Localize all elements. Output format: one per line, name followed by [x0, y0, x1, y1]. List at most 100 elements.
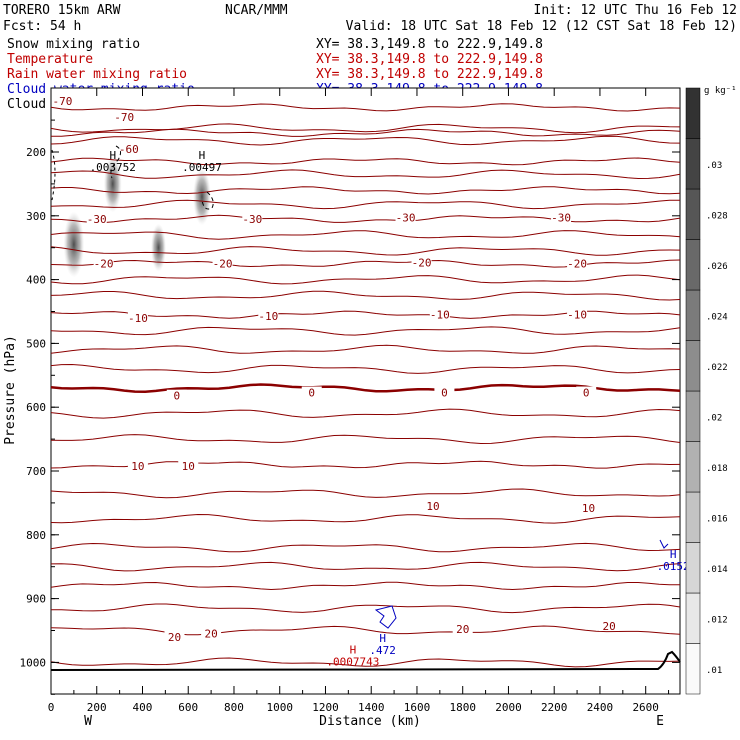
ground-line	[50, 650, 681, 671]
isotherm-label-bg	[258, 309, 279, 321]
y-tick-label: 300	[26, 210, 46, 223]
isotherm-label: 0	[308, 387, 315, 400]
valid-time: Valid: 18 UTC Sat 18 Feb 12 (12 CST Sat …	[346, 19, 737, 34]
isotherm-line	[50, 625, 681, 636]
colorbar-label: .024	[706, 312, 728, 322]
isotherm-line	[50, 186, 681, 195]
colorbar-label: .018	[706, 464, 728, 474]
y-tick-label: 500	[26, 337, 46, 350]
cloud-water-contour	[374, 605, 397, 629]
isotherm-line	[50, 199, 681, 210]
isotherm-label: -30	[87, 213, 107, 226]
x-tick-label: 2000	[495, 701, 522, 714]
isotherm-label: 0	[441, 387, 448, 400]
forecast-hour: 54 h	[50, 19, 81, 34]
isotherm-label: -60	[119, 143, 139, 156]
isotherm-label-bg	[118, 142, 139, 154]
x-tick-label: 400	[133, 701, 153, 714]
colorbar-label: .028	[706, 211, 728, 221]
field-legend-xy: XY= 38.3,149.8 to 222.9,149.8	[316, 67, 543, 82]
colorbar-label: .012	[706, 615, 728, 625]
isotherm-label: -70	[114, 111, 134, 124]
y-axis-title: Pressure (hPa)	[3, 335, 18, 445]
y-tick-label: 700	[26, 465, 46, 478]
isotherm-line	[50, 169, 681, 180]
colorbar-bin	[685, 188, 701, 240]
x-tick-label: 2200	[541, 701, 568, 714]
isotherm-line	[50, 135, 681, 146]
isotherm-label: 0	[583, 387, 590, 400]
isotherm-line	[50, 434, 681, 445]
isotherm-label-bg	[52, 94, 73, 106]
isotherm-label: -30	[396, 212, 416, 225]
isotherm-label-bg	[551, 211, 572, 223]
isotherm-label: -10	[567, 309, 587, 322]
isotherm-label: 20	[204, 628, 217, 641]
isotherm-label: -20	[567, 258, 587, 271]
maximum-value: .0007743	[326, 656, 379, 669]
colorbar-bin	[685, 643, 701, 695]
isotherm-label: -30	[551, 212, 571, 225]
isotherm-label: 20	[456, 623, 469, 636]
colorbar-unit: g kg⁻¹	[704, 86, 737, 96]
x-tick-label: 1400	[358, 701, 385, 714]
y-tick-label: 200	[26, 146, 46, 159]
colorbar-bin	[685, 491, 701, 543]
field-legend-label: Rain water mixing ratio	[7, 67, 187, 82]
isotherm-line	[50, 488, 681, 499]
isotherm-line	[50, 581, 681, 591]
maximum-marker: H	[199, 149, 206, 162]
colorbar-bin	[685, 87, 701, 139]
isotherm-label-bg	[166, 389, 187, 401]
snow-shading-blob	[63, 211, 85, 278]
isotherm-label-bg	[434, 386, 455, 398]
isotherm-label: 20	[602, 620, 615, 633]
model-name: TORERO 15km ARW	[3, 3, 121, 18]
colorbar-label: .01	[706, 666, 722, 676]
maximum-value: .003752	[90, 161, 136, 174]
colorbar-bin	[685, 239, 701, 291]
isotherm-label: 10	[582, 502, 595, 515]
isotherm-line	[50, 214, 681, 224]
isotherm-label: -30	[242, 213, 262, 226]
colorbar-label: .022	[706, 363, 728, 373]
isotherm-label: -10	[430, 309, 450, 322]
isotherm-label-bg	[93, 257, 114, 269]
x-tick-label: 600	[178, 701, 198, 714]
maximum-marker: H	[350, 644, 357, 657]
isotherm-label-bg	[452, 623, 473, 635]
isotherm-line	[50, 603, 681, 614]
center-name: NCAR/MMM	[225, 3, 288, 18]
x-tick-label: 1800	[449, 701, 476, 714]
isotherm-label-bg	[578, 502, 599, 514]
isotherm-label-bg	[178, 459, 199, 471]
east-end-label: E	[656, 714, 664, 729]
colorbar-bin	[685, 138, 701, 190]
maximum-marker: H	[379, 632, 386, 645]
x-axis-title: Distance (km)	[319, 714, 421, 729]
isotherm-label: -10	[258, 310, 278, 323]
field-legend-label: Temperature	[7, 52, 93, 67]
isotherm-label-bg	[164, 630, 185, 642]
isotherm-label-bg	[114, 110, 135, 122]
colorbar-label: .02	[706, 413, 722, 423]
isotherm-label: 10	[131, 460, 144, 473]
isotherm-label-bg	[395, 211, 416, 223]
x-tick-label: 0	[48, 701, 55, 714]
isotherm-label-bg	[212, 257, 233, 269]
forecast-label: Fcst:	[3, 19, 42, 34]
isotherm-line	[50, 383, 681, 393]
y-tick-label: 1000	[20, 656, 47, 669]
isotherm-line	[50, 363, 681, 374]
isotherm-line	[51, 128, 681, 137]
isotherm-line	[50, 103, 681, 112]
isotherm-line	[50, 344, 681, 354]
colorbar: .01 .012 .014 .016 .018 .02 .022 .024 .026 .028 .0…	[685, 87, 728, 695]
x-tick-label: 2400	[587, 701, 614, 714]
isotherm-label: -20	[94, 258, 114, 271]
isotherm-label-bg	[242, 212, 263, 224]
y-tick-label: 900	[26, 593, 46, 606]
isotherm-label-bg	[599, 620, 620, 632]
